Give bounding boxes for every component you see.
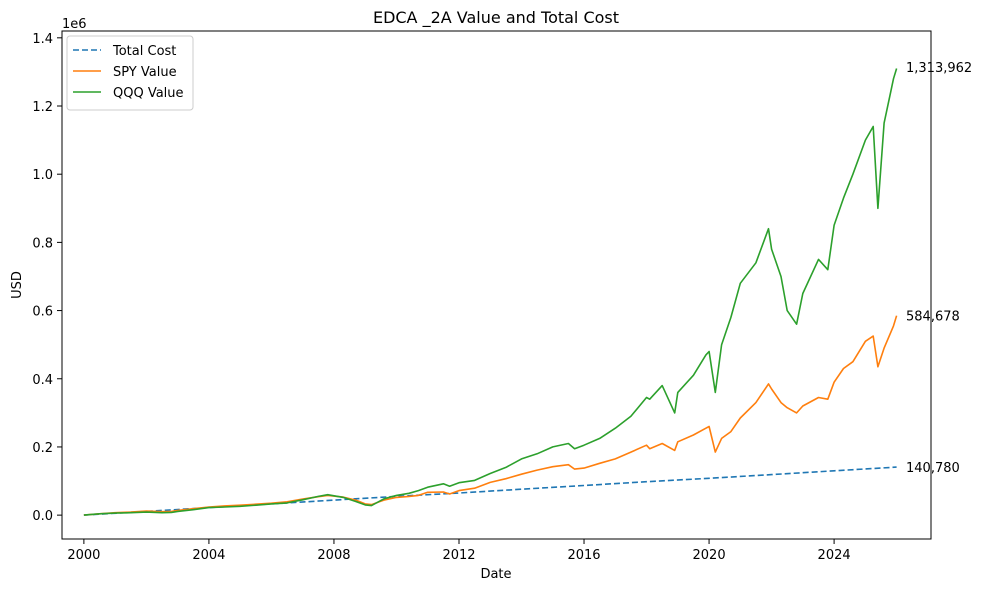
x-axis: 2000 2004 2008 2012 2016 2020 2024 xyxy=(67,539,851,563)
series-layer xyxy=(83,68,898,516)
end-value-label: 584,678 xyxy=(906,310,960,325)
y-tick-label: 1.2 xyxy=(32,100,53,115)
y-tick-label: 0.6 xyxy=(32,305,53,320)
y-tick-label: 0.8 xyxy=(32,236,53,251)
end-value-label: 140,780 xyxy=(906,461,960,476)
x-tick-label: 2016 xyxy=(567,548,600,563)
x-tick-label: 2012 xyxy=(442,548,475,563)
x-tick-label: 2004 xyxy=(192,548,225,563)
y-tick-label: 1.0 xyxy=(32,168,53,183)
end-value-annotations: 1,313,962 584,678 140,780 xyxy=(906,61,972,476)
legend-label: SPY Value xyxy=(113,65,177,80)
y-tick-label: 0.2 xyxy=(32,441,53,456)
y-tick-label: 0.0 xyxy=(32,509,53,524)
x-tick-label: 2000 xyxy=(67,548,100,563)
legend: Total Cost SPY Value QQQ Value xyxy=(66,35,194,111)
x-tick-label: 2024 xyxy=(818,548,851,563)
legend-label: Total Cost xyxy=(112,44,176,59)
x-axis-label: Date xyxy=(480,567,511,582)
y-axis: 0.0 0.2 0.4 0.6 0.8 1.0 1.2 1.4 xyxy=(32,32,62,524)
end-value-label: 1,313,962 xyxy=(906,61,972,76)
plot-frame xyxy=(61,30,932,540)
x-tick-label: 2008 xyxy=(317,548,350,563)
legend-label: QQQ Value xyxy=(113,86,184,101)
y-tick-label: 0.4 xyxy=(32,373,53,388)
series-line-qqq-value xyxy=(83,68,898,516)
y-tick-label: 1.4 xyxy=(32,32,53,47)
series-line-spy-value xyxy=(83,315,898,516)
chart-title: EDCA _2A Value and Total Cost xyxy=(373,8,619,28)
x-tick-label: 2020 xyxy=(693,548,726,563)
y-axis-label: USD xyxy=(10,271,25,299)
y-offset-label: 1e6 xyxy=(62,17,87,32)
